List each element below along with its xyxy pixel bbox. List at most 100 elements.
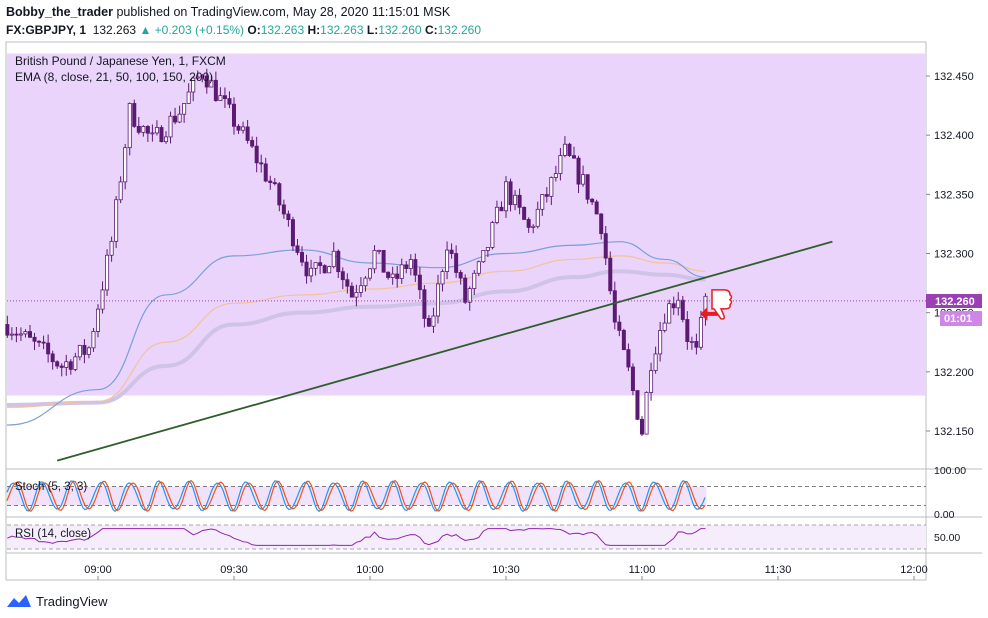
candle-body [118,181,123,201]
candle [277,182,282,212]
candle [667,299,672,324]
candle-body [245,126,250,141]
y-tick-label: 132.300 [934,249,974,261]
candle [467,286,472,311]
x-tick-label: 09:00 [84,564,112,576]
candle-body [680,299,685,320]
candle [494,200,499,225]
candle [653,346,658,374]
candle [581,165,586,187]
candle-body [105,254,110,291]
candle [431,307,436,333]
candle [195,70,200,81]
x-tick-label: 11:30 [765,564,792,576]
candle-body [612,290,617,323]
candle [644,391,649,435]
candle [272,177,277,186]
candle [37,340,42,347]
candle [336,249,341,279]
candle [46,334,51,363]
candle-body [250,140,255,147]
candle-body [635,390,640,420]
candle-body [231,103,236,127]
candle-body [408,259,413,269]
candle [445,241,450,280]
candle [526,217,531,233]
candle [263,157,268,183]
candle [503,176,508,218]
candle [64,354,69,376]
candle-body [91,331,96,349]
candle [354,284,359,307]
candle [576,155,581,194]
candle [649,362,654,401]
open-value: 132.263 [260,23,305,37]
candle-body [404,264,409,269]
legend-rsi: RSI (14, close) [15,528,91,540]
candle [594,199,599,215]
candle [517,188,522,215]
candle [186,83,191,104]
candle [635,389,640,421]
candle [485,247,490,258]
candle [245,119,250,144]
candle-body [123,147,128,183]
candle-body [676,299,681,309]
ema-lines [6,241,706,426]
candle [476,260,481,277]
author-name[interactable]: Bobby_the_trader [6,5,113,19]
candle-body [163,136,168,143]
candle [168,111,173,144]
candle-body [367,268,372,279]
candle-body [608,257,613,292]
candle-body [109,240,114,256]
open-label: O: [247,23,261,37]
candle [671,296,676,315]
candle-body [449,249,454,254]
candle-body [467,288,472,303]
candle [426,315,431,327]
candle [549,176,554,206]
stoch-d-line [6,479,706,512]
symbol-label: FX:GBPJPY, 1 [6,23,87,37]
candle-body [395,273,400,279]
candle [73,352,78,372]
rsi-tick-label: 50.00 [934,532,960,544]
y-tick-label: 132.450 [934,71,974,83]
candle-body [41,341,46,344]
candle [163,131,168,144]
x-tick-label: 12:00 [900,564,928,576]
candle [689,336,694,350]
candle [472,270,477,296]
candle [281,199,286,219]
candle-body [698,317,703,348]
candle-body [481,250,486,263]
candle [105,249,110,296]
tradingview-logo-icon[interactable] [6,594,32,608]
candle [413,253,418,283]
candle [313,262,318,276]
close-value: 132.260 [437,23,481,37]
candle-body [309,267,314,277]
candle-body [562,143,567,156]
footer-brand[interactable]: TradingView [36,593,108,609]
candle [250,136,255,149]
candle [449,243,454,259]
candle-body [381,249,386,273]
candle [68,359,73,375]
y-tick-label: 132.200 [934,367,974,379]
candle-body [476,261,481,274]
left-arrow-icon [700,306,719,321]
trendline-group[interactable] [56,240,833,462]
candle [331,242,336,269]
stoch-tick-label: 100.00 [934,465,966,477]
candle-body [227,98,232,105]
low-value: 132.260 [378,23,422,37]
candle-body [241,126,246,131]
candle [236,124,241,135]
candle [544,187,549,203]
candle [680,295,685,323]
footer: TradingView [6,592,108,610]
candle-body [218,95,223,101]
